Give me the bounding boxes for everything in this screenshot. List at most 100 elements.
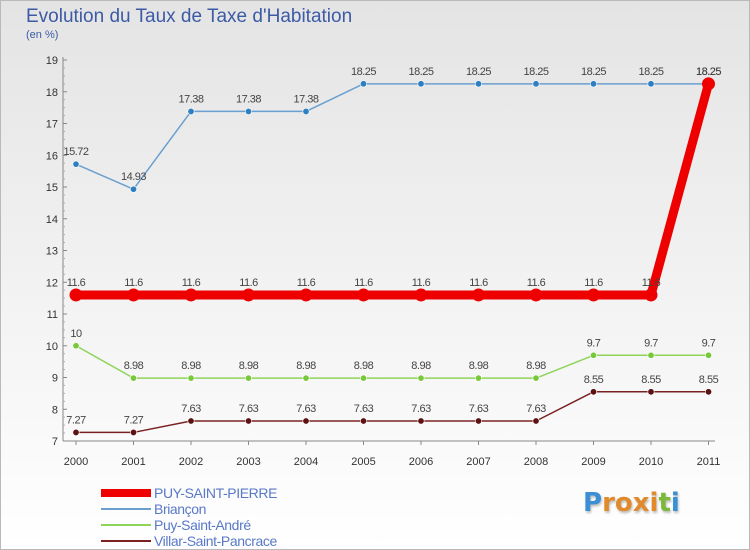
data-point (245, 107, 253, 115)
data-label: 11.6 (412, 277, 431, 289)
data-label: 18.25 (696, 66, 721, 78)
series-line (76, 391, 709, 434)
x-tick-label: 2000 (64, 456, 88, 468)
y-tick-label: 16 (46, 150, 58, 162)
y-tick-label: 10 (46, 341, 58, 353)
x-tick-label: 2006 (409, 456, 433, 468)
data-label: 15.72 (63, 146, 88, 158)
series-line (75, 345, 709, 379)
data-label: 9.7 (644, 337, 658, 349)
x-tick-label: 2007 (466, 456, 490, 468)
y-tick-label: 11 (47, 309, 58, 321)
data-point (242, 288, 255, 302)
data-label: 7.63 (354, 403, 374, 415)
y-tick-label: 19 (46, 55, 58, 67)
data-point (359, 374, 367, 382)
data-point (130, 185, 138, 193)
data-label: 9.7 (702, 337, 716, 349)
data-point (130, 428, 138, 436)
data-label: 17.38 (236, 93, 261, 105)
logo-letter: P (583, 488, 603, 518)
data-label: 11.6 (354, 277, 373, 289)
logo-letter: r (602, 488, 615, 518)
x-tick-label: 2002 (179, 456, 203, 468)
data-point (302, 417, 310, 425)
x-tick-label: 2011 (697, 456, 721, 468)
data-point (589, 388, 597, 396)
data-point (587, 288, 600, 302)
data-label: 8.98 (296, 360, 316, 372)
data-label: 7.63 (526, 403, 546, 415)
data-label: 7.63 (296, 403, 316, 415)
x-tick-label: 2001 (121, 456, 145, 468)
y-tick-label: 18 (46, 87, 58, 99)
data-point (72, 428, 80, 436)
data-point (704, 351, 712, 359)
y-tick-label: 15 (46, 182, 58, 194)
data-point (472, 288, 485, 302)
data-label: 10 (70, 328, 82, 340)
data-point (532, 417, 540, 425)
data-point (647, 80, 655, 88)
data-label: 8.98 (124, 360, 144, 372)
logo-letter: x (632, 488, 650, 518)
axes: 7 8 9 10 11 12 13 14 15 16 17 18 19 2000 2001 2002 2003 2… (46, 55, 721, 468)
data-label: 11.6 (182, 277, 201, 289)
chart-title: Evolution du Taux de Taxe d'Habitation (26, 6, 353, 27)
y-tick-label: 7 (52, 436, 58, 448)
data-label: 11.6 (584, 277, 603, 289)
legend: PUY-SAINT-PIERREBriançonPuy-Saint-AndréV… (101, 485, 278, 549)
proxiti-logo: Proxiti (583, 488, 680, 518)
data-label: 18.25 (523, 66, 548, 78)
data-point (359, 417, 367, 425)
data-label: 18.25 (638, 66, 663, 78)
legend-label: Villar-Saint-Pancrace (154, 533, 277, 549)
data-label: 7.27 (66, 414, 86, 426)
data-point (417, 80, 425, 88)
data-point (532, 374, 540, 382)
legend-label: Briançon (154, 501, 206, 517)
data-label: 8.98 (181, 360, 201, 372)
data-point (414, 288, 428, 302)
data-label: 8.98 (469, 360, 489, 372)
data-point (130, 374, 138, 382)
data-label: 11.6 (239, 277, 258, 289)
logo-letter: i (649, 488, 659, 518)
data-label: 8.55 (584, 374, 604, 386)
data-label: 11.6 (469, 277, 488, 289)
y-tick-label: 9 (52, 373, 58, 385)
series-line (71, 79, 713, 300)
logo-letter: t (658, 488, 671, 518)
data-point (299, 288, 313, 302)
data-point (187, 374, 195, 382)
data-point (245, 374, 253, 382)
data-point (184, 288, 198, 302)
data-label: 8.98 (526, 360, 546, 372)
data-point (474, 80, 482, 88)
series-puy-saint-andr-: 10 8.98 8.98 8.98 8.98 8.98 8.98 8.98 8.98 9.7 9.7… (70, 328, 716, 382)
chart-subtitle: (en %) (26, 29, 59, 41)
x-tick-label: 2010 (639, 456, 663, 468)
x-tick-label: 2003 (236, 456, 260, 468)
y-tick-label: 17 (46, 119, 58, 131)
data-point (357, 288, 370, 302)
data-point (647, 388, 655, 396)
data-label: 18.25 (696, 66, 721, 78)
data-point (704, 388, 712, 396)
data-label: 17.38 (178, 93, 203, 105)
data-label: 14.93 (121, 171, 146, 183)
x-tick-label: 2004 (294, 456, 318, 468)
data-label: 8.98 (354, 360, 374, 372)
data-point (589, 80, 597, 88)
series-puy-saint-pierre: 11.6 11.6 11.6 11.6 11.6 11.6 11.6 11.6 11.6 11.6… (67, 66, 722, 302)
data-label: 18.25 (466, 66, 491, 78)
data-point (529, 288, 543, 302)
series-layer: 15.72 14.93 17.38 17.38 17.38 18.25 18.25 18.25… (63, 66, 722, 436)
y-tick-label: 14 (46, 214, 58, 226)
data-label: 11.6 (67, 277, 86, 289)
data-label: 11.6 (527, 277, 546, 289)
data-point (187, 417, 195, 425)
data-label: 7.63 (181, 403, 201, 415)
data-label: 8.98 (239, 360, 259, 372)
